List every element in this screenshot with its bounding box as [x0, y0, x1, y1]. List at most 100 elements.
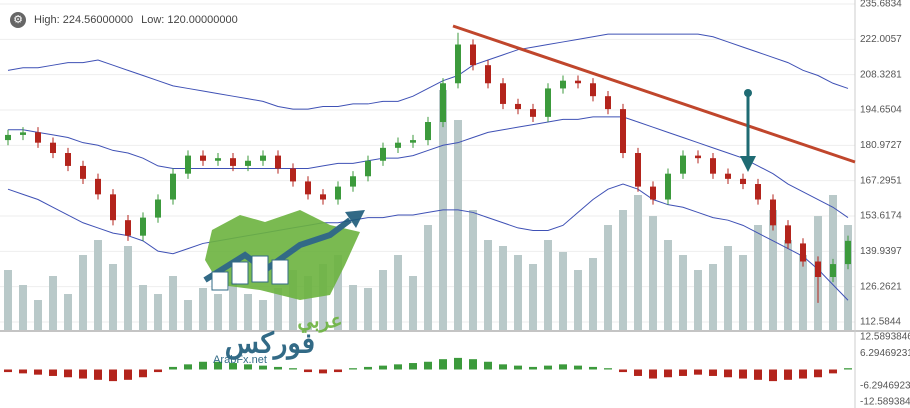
volume-bar: [754, 225, 762, 330]
volume-bar: [94, 240, 102, 330]
candle-body: [80, 165, 86, 179]
volume-bar: [844, 225, 852, 330]
macd-bar: [319, 369, 327, 374]
candle-body: [125, 220, 131, 236]
volume-bar: [484, 240, 492, 330]
y-tick-label: 235.6834: [860, 0, 902, 10]
candle-body: [425, 122, 431, 141]
macd-bar: [499, 364, 507, 370]
macd-bar: [199, 361, 207, 370]
macd-bar: [724, 369, 732, 378]
volume-bar: [604, 225, 612, 330]
volume-bar: [4, 270, 12, 330]
band-line: [7, 183, 849, 301]
volume-bar: [544, 240, 552, 330]
arrow-tail: [744, 89, 752, 97]
candle-body: [755, 184, 761, 200]
y-tick-label: 126.2621: [860, 281, 902, 292]
candle-body: [200, 155, 206, 161]
candle-body: [485, 65, 491, 84]
candle-body: [500, 83, 506, 104]
volume-bar: [634, 195, 642, 330]
macd-bar: [94, 369, 102, 380]
candle-body: [695, 155, 701, 159]
volume-bar: [694, 270, 702, 330]
volume-bar: [139, 285, 147, 330]
logo-box: [211, 271, 229, 291]
volume-bar: [124, 246, 132, 330]
logo-box: [251, 255, 269, 283]
settings-button[interactable]: ⚙: [10, 12, 26, 28]
volume-bar: [409, 276, 417, 330]
candle-body: [215, 158, 221, 161]
candle-body: [65, 153, 71, 166]
band-line: [8, 116, 849, 219]
candle-body: [470, 44, 476, 66]
y-tick-label: 222.0057: [860, 34, 902, 45]
volume-bar: [304, 276, 312, 330]
volume-bar: [334, 255, 342, 330]
macd-bar: [649, 369, 657, 379]
macd-bar: [64, 369, 72, 378]
volume-bar: [769, 210, 777, 330]
candle-body: [680, 155, 686, 174]
volume-bar: [274, 288, 282, 330]
candle-body: [170, 173, 176, 200]
macd-bar: [559, 364, 567, 370]
volume-bar: [559, 252, 567, 330]
candle-body: [305, 181, 311, 195]
volume-bar: [454, 120, 462, 330]
macd-bar: [394, 364, 402, 370]
macd-bar: [454, 357, 462, 370]
candle-body: [785, 225, 791, 244]
candle-body: [290, 168, 296, 182]
volume-bar: [79, 255, 87, 330]
candle-body: [605, 96, 611, 110]
macd-bar: [754, 369, 762, 380]
logo-arrow-head: [345, 210, 365, 228]
volume-bar: [244, 294, 252, 330]
candle-body: [320, 194, 326, 200]
macd-bar: [304, 369, 312, 373]
candle-body: [830, 264, 836, 278]
macd-bar: [229, 363, 237, 370]
volume-bar: [679, 255, 687, 330]
macd-bar: [289, 368, 297, 370]
candle-body: [575, 80, 581, 84]
macd-tick-label: -6.2946923: [860, 380, 910, 391]
candle-body: [35, 132, 41, 143]
volume-bar: [319, 264, 327, 330]
candle-body: [380, 147, 386, 161]
volume-bar: [19, 285, 27, 330]
volume-bar: [34, 300, 42, 330]
macd-bar: [529, 366, 537, 370]
plot-bg: [0, 0, 855, 408]
y-tick-label: 153.6174: [860, 211, 902, 222]
candle-body: [185, 155, 191, 174]
volume-bar: [64, 294, 72, 330]
volume-bar: [214, 294, 222, 330]
macd-bar: [604, 368, 612, 370]
candle-body: [740, 178, 746, 185]
macd-bar: [334, 369, 342, 373]
macd-bar: [34, 369, 42, 375]
candle-body: [140, 217, 146, 236]
macd-bar: [769, 369, 777, 382]
logo: عربي فوركس ArabFx.net: [203, 210, 365, 366]
volume-bar: [664, 240, 672, 330]
macd-bar: [664, 369, 672, 378]
y-tick-label: 167.2951: [860, 175, 902, 186]
macd-bar: [214, 361, 222, 370]
volume-bar: [349, 285, 357, 330]
low-label: Low: 120.00000000: [141, 14, 238, 26]
volume-bar: [499, 246, 507, 330]
macd-bar: [184, 364, 192, 370]
macd-bar: [4, 369, 12, 373]
volume-bar: [289, 270, 297, 330]
macd-bar: [439, 359, 447, 370]
volume-bar: [529, 264, 537, 330]
macd-tick-label: 6.29469231: [860, 348, 910, 359]
candle-body: [455, 44, 461, 84]
y-tick-label: 180.9727: [860, 140, 902, 151]
